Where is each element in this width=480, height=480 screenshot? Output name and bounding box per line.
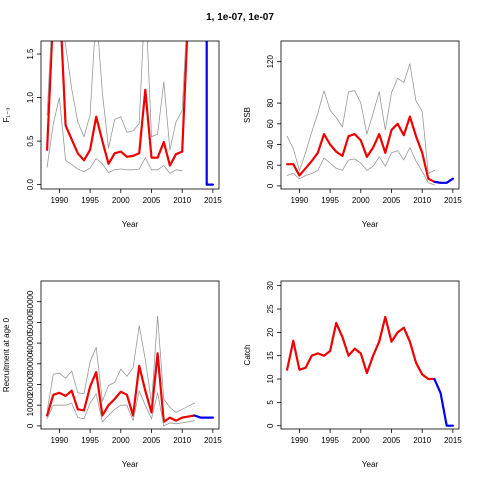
y-tick-label: 30000 xyxy=(26,352,35,375)
figure-title: 1, 1e-07, 1e-07 xyxy=(206,12,274,23)
y-tick-label: 120 xyxy=(266,54,275,68)
x-tick-label: 2000 xyxy=(112,196,130,205)
series-line-interval xyxy=(46,390,195,427)
y-tick-label: 40000 xyxy=(26,331,35,354)
x-tick-label: 1995 xyxy=(81,196,99,205)
series-line-interval xyxy=(46,97,183,174)
y-axis-label: Catch xyxy=(243,345,252,366)
series-group xyxy=(45,315,214,427)
series-line-estimate xyxy=(45,41,184,167)
x-tick-label: 2010 xyxy=(173,196,191,205)
x-tick-label: 2005 xyxy=(143,436,161,445)
x-tick-label: 2015 xyxy=(204,196,222,205)
x-axis-label: Year xyxy=(362,220,379,229)
series-line-estimate xyxy=(286,315,436,381)
x-axis-label: Year xyxy=(122,220,139,229)
y-tick-label: 60000 xyxy=(26,290,35,313)
y-tick-label: 20 xyxy=(266,160,275,169)
x-tick-label: 2005 xyxy=(383,196,401,205)
y-tick-label: 0 xyxy=(26,423,35,428)
y-tick-label: 25 xyxy=(266,304,275,313)
series-group xyxy=(45,41,214,186)
x-tick-label: 1990 xyxy=(51,196,69,205)
y-tick-label: 0.5 xyxy=(26,135,35,147)
x-tick-label: 2005 xyxy=(143,196,161,205)
series-group xyxy=(286,63,454,186)
y-tick-label: 80 xyxy=(266,98,275,107)
series-line-interval xyxy=(46,315,195,413)
series-line-interval xyxy=(286,63,435,174)
y-axis-label: F₁₋₃ xyxy=(2,107,11,122)
panel-recruitment: 1990 1995 2000 2005 2010 2015 0 100002000030000… xyxy=(2,280,222,469)
y-tick-label: 20000 xyxy=(26,373,35,396)
plot-frame xyxy=(280,280,460,430)
y-tick-label: 1.5 xyxy=(26,48,35,60)
y-tick-label: 0 xyxy=(266,423,275,428)
plot-frame xyxy=(40,280,220,430)
series-line-projection xyxy=(433,177,454,184)
y-tick-label: 30 xyxy=(266,281,275,290)
x-tick-label: 2005 xyxy=(383,436,401,445)
x-tick-label: 1990 xyxy=(51,436,69,445)
x-tick-label: 2000 xyxy=(352,196,370,205)
x-tick-label: 1995 xyxy=(81,436,99,445)
plot-frame xyxy=(280,40,460,190)
series-group xyxy=(286,315,454,427)
y-tick-label: 1.0 xyxy=(26,91,35,103)
y-tick-label: 10 xyxy=(266,374,275,383)
y-tick-label: 15 xyxy=(266,351,275,360)
y-axis-label: SSB xyxy=(243,107,252,123)
series-line-estimate xyxy=(286,115,442,184)
series-line-projection xyxy=(205,41,214,186)
plot-frame xyxy=(40,40,220,190)
x-tick-label: 2000 xyxy=(112,436,130,445)
x-tick-label: 2010 xyxy=(413,436,431,445)
y-tick-label: 10000 xyxy=(26,394,35,417)
panel-catch: 1990 1995 2000 2005 2010 2015 0 5 10 15 20 25 30 Year… xyxy=(243,280,462,469)
x-tick-label: 2015 xyxy=(204,436,222,445)
y-tick-label: 0.0 xyxy=(26,179,35,191)
y-tick-label: 5 xyxy=(266,400,275,405)
y-tick-label: 40 xyxy=(266,140,275,149)
panel-fishing-mortality: 1990 1995 2000 2005 2010 2015 0.0 0.5 1.0 1.5 Year… xyxy=(2,40,222,229)
x-axis-label: Year xyxy=(122,460,139,469)
x-axis-label: Year xyxy=(362,460,379,469)
panel-ssb: 1990 1995 2000 2005 2010 2015 0 20 40 60 80 120 Year… xyxy=(243,40,462,229)
x-tick-label: 2000 xyxy=(352,436,370,445)
x-tick-label: 2010 xyxy=(413,196,431,205)
y-tick-label: 50000 xyxy=(26,311,35,334)
series-line-estimate_end xyxy=(181,41,189,153)
series-line-projection xyxy=(193,414,214,419)
x-tick-label: 1995 xyxy=(321,436,339,445)
series-line-estimate xyxy=(45,352,196,423)
series-line-interval xyxy=(286,147,435,186)
y-axis-label: Recruitment at age 0 xyxy=(2,317,11,392)
series-line-projection xyxy=(433,377,454,427)
x-tick-label: 2010 xyxy=(173,436,191,445)
x-tick-label: 2015 xyxy=(444,436,462,445)
y-tick-label: 60 xyxy=(266,119,275,128)
y-tick-label: 20 xyxy=(266,327,275,336)
x-tick-label: 2015 xyxy=(444,196,462,205)
series-line-interval xyxy=(46,41,187,151)
x-tick-label: 1990 xyxy=(291,436,309,445)
x-tick-label: 1990 xyxy=(291,196,309,205)
x-tick-label: 1995 xyxy=(321,196,339,205)
y-tick-label: 0 xyxy=(266,183,275,188)
